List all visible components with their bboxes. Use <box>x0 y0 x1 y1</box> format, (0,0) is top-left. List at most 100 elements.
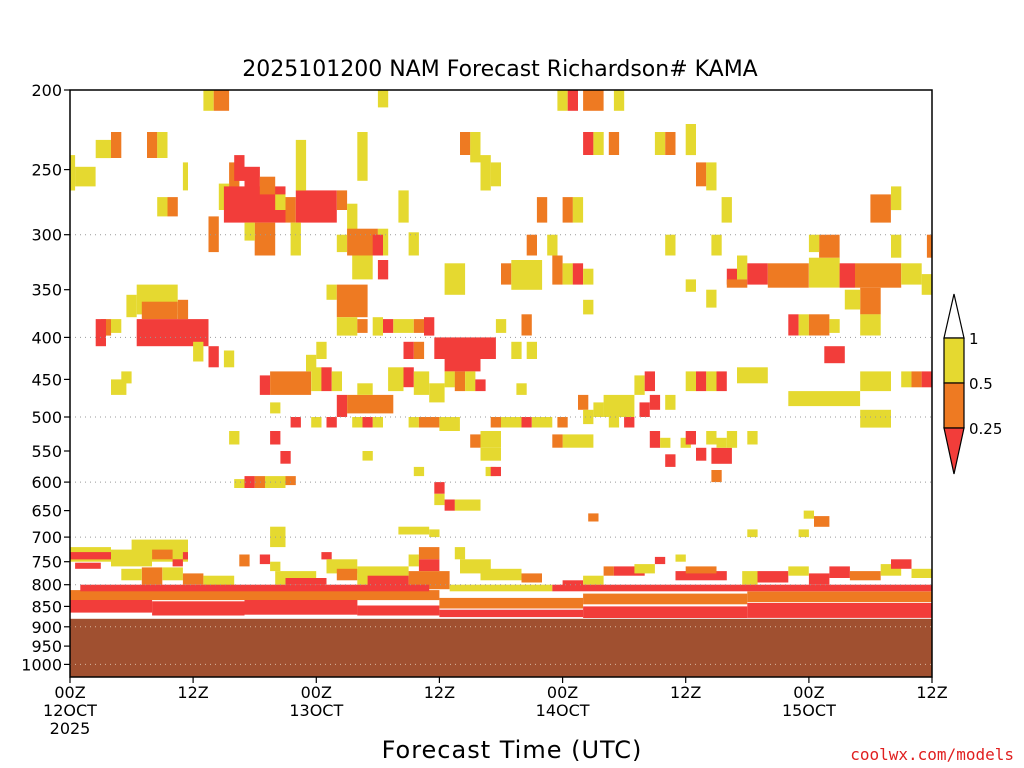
x-tick-label-2-1: 13OCT <box>289 701 343 720</box>
ri-cell-219 <box>798 529 809 538</box>
ri-cell-41 <box>403 341 414 359</box>
x-tick-label-0-0: 00Z <box>54 683 85 702</box>
ri-cell-172 <box>593 402 604 417</box>
ri-cell-23 <box>336 190 348 210</box>
ri-cell-9 <box>203 90 214 111</box>
ri-cell-19 <box>254 222 276 256</box>
ground-fill <box>70 618 932 677</box>
ri-cell-278 <box>583 593 748 605</box>
ri-cell-109 <box>829 319 840 333</box>
ri-cells <box>70 90 932 618</box>
ri-cell-192 <box>711 447 732 464</box>
ri-cell-254 <box>583 575 604 585</box>
ri-cell-11 <box>208 216 219 253</box>
ri-cell-154 <box>326 417 337 428</box>
ri-cell-21 <box>285 197 296 223</box>
x-tick-label-6-0: 00Z <box>793 683 824 702</box>
ri-cell-224 <box>75 562 101 569</box>
y-tick-label-450: 450 <box>31 370 62 389</box>
ri-cell-63 <box>536 197 548 223</box>
ri-cell-178 <box>644 371 655 392</box>
ri-cell-180 <box>665 394 676 410</box>
y-tick-label-700: 700 <box>31 528 62 547</box>
ri-cell-156 <box>362 417 373 428</box>
x-tick-label-4-0: 00Z <box>547 683 578 702</box>
ri-cell-171 <box>583 409 594 425</box>
ri-cell-267 <box>849 571 881 581</box>
ri-cell-67 <box>562 263 573 285</box>
ri-cell-45 <box>495 319 507 333</box>
ri-cell-73 <box>583 90 604 111</box>
ri-cell-122 <box>126 294 137 318</box>
x-tick-label-0-2: 2025 <box>50 719 91 738</box>
y-tick-label-950: 950 <box>31 637 62 656</box>
colorbar-orange <box>943 382 965 429</box>
ri-cell-72 <box>567 90 578 111</box>
ri-cell-255 <box>603 566 614 576</box>
ri-cell-57 <box>490 162 501 187</box>
ri-cell-257 <box>634 564 655 574</box>
ri-cell-236 <box>259 554 271 565</box>
ri-cell-248 <box>408 571 450 590</box>
ri-cell-132 <box>259 375 271 395</box>
ri-cell-166 <box>531 417 553 428</box>
ri-cell-117 <box>921 371 932 388</box>
y-tick-label-400: 400 <box>31 328 62 347</box>
ri-cell-95 <box>808 234 820 253</box>
y-tick-label-250: 250 <box>31 161 62 180</box>
ri-cell-121 <box>111 319 122 333</box>
ri-cell-61 <box>526 234 537 256</box>
colorbar-label-0-25: 0.25 <box>969 420 1002 438</box>
ri-cell-237 <box>270 561 281 572</box>
ri-cell-24 <box>347 203 358 235</box>
ri-cell-110 <box>824 346 845 364</box>
ri-cell-70 <box>583 299 594 315</box>
ri-cell-2 <box>95 139 112 159</box>
ri-cell-231 <box>121 568 142 581</box>
colorbar-label-0-5: 0.5 <box>969 375 993 393</box>
ri-cell-279 <box>583 606 748 618</box>
colorbar-bottom-triangle <box>943 427 965 475</box>
ri-cell-103 <box>926 234 932 258</box>
ri-cell-127 <box>193 341 204 362</box>
ri-cell-228 <box>172 559 183 567</box>
ri-cell-135 <box>306 354 317 372</box>
ri-cell-266 <box>829 566 850 578</box>
credit-link[interactable]: coolwx.com/models <box>850 745 1014 764</box>
ri-cell-71 <box>557 90 568 111</box>
ri-cell-262 <box>742 571 758 585</box>
ri-cell-261 <box>685 566 717 574</box>
ri-cell-159 <box>418 417 440 428</box>
ri-cell-105 <box>891 186 902 211</box>
ri-cell-29 <box>377 228 389 256</box>
ri-cell-131 <box>121 371 132 384</box>
ri-cell-179 <box>649 394 661 410</box>
ri-cell-139 <box>270 402 281 414</box>
ri-cell-53 <box>408 232 419 256</box>
ri-cell-282 <box>80 584 430 592</box>
ri-cell-147 <box>444 371 455 388</box>
ri-cell-249 <box>454 547 466 560</box>
ri-cell-34 <box>336 317 358 336</box>
y-tick-label-1000: 1000 <box>21 655 62 674</box>
ri-cell-271 <box>70 590 440 601</box>
ri-cell-43 <box>434 337 496 359</box>
ri-cell-246 <box>418 547 440 560</box>
x-tick-label-1-0: 12Z <box>177 683 208 702</box>
ri-cell-25 <box>295 139 307 191</box>
ri-cell-76 <box>593 132 604 155</box>
ri-cell-187 <box>665 454 676 467</box>
ri-cell-274 <box>244 600 358 615</box>
ri-cell-97 <box>855 263 902 288</box>
ri-cell-18 <box>275 194 286 210</box>
ri-cell-181 <box>685 371 696 392</box>
ri-cell-283 <box>449 584 553 592</box>
ri-cell-35 <box>357 319 368 333</box>
ri-cell-88 <box>726 268 738 285</box>
ri-cell-258 <box>654 556 666 565</box>
ri-cell-40 <box>424 317 435 336</box>
ri-cell-193 <box>716 437 727 448</box>
ri-cell-1 <box>75 166 96 187</box>
ri-cell-242 <box>336 568 358 581</box>
ri-cell-31 <box>377 260 389 280</box>
